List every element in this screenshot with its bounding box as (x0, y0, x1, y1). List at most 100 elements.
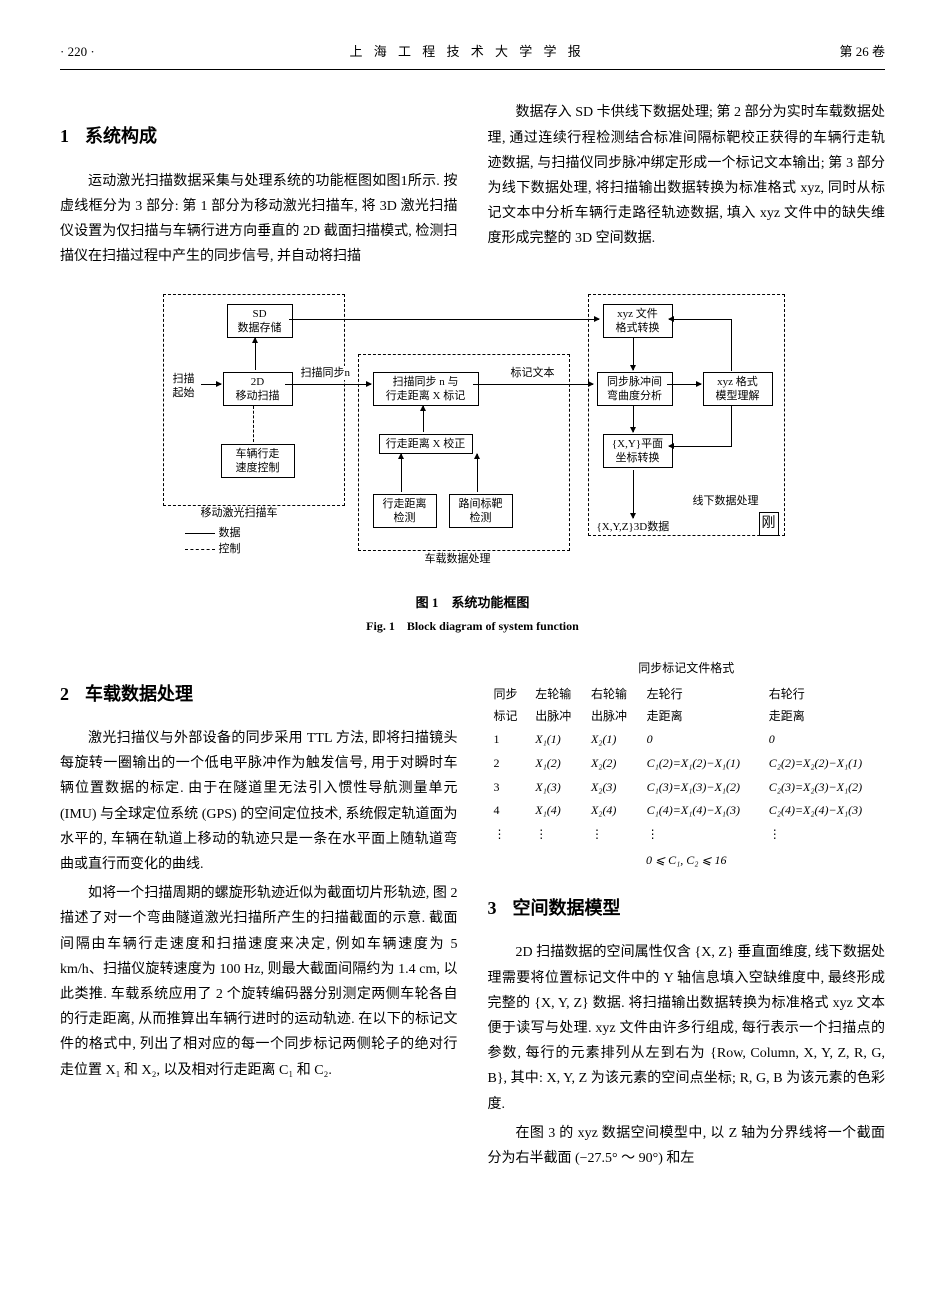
label-group3: 线下数据处理 (691, 494, 761, 508)
arrow-start-to-2d (201, 384, 221, 385)
label-group1: 移动激光扫描车 (199, 506, 280, 520)
th-ldist: 左轮行走距离 (641, 683, 763, 728)
figure-1-caption-cn: 图 1 系统功能框图 (60, 591, 885, 614)
th-sync: 同步标记 (488, 683, 530, 728)
td-dots: ⋮ (585, 823, 641, 847)
node-speed-control: 车辆行走速度控制 (221, 444, 295, 479)
table-row: 2 X₁(2) X₂(2) C₁(2)=X₁(2)−X₁(1) C₂(2)=X₂… (488, 752, 886, 776)
label-group2: 车载数据处理 (423, 552, 493, 566)
label-xyz3d: {X,Y,Z}3D数据 (595, 520, 672, 534)
td-c1: C₁(4)=X₁(4)−X₁(3) (641, 799, 763, 823)
table-header-row: 同步标记 左轮输出脉冲 右轮输出脉冲 左轮行走距离 右轮行走距离 (488, 683, 886, 728)
section-2-number: 2 (60, 684, 69, 704)
th-lpulse: 左轮输出脉冲 (529, 683, 585, 728)
td-i: 1 (488, 728, 530, 752)
section-1-title: 1 系统构成 (60, 120, 458, 152)
figure-1-diagram: SD数据存储 扫描起始 2D移动扫描 车辆行走速度控制 扫描同步n 扫描同步 n… (163, 294, 783, 574)
td-c2: C₂(3)=X₂(3)−X₁(2) (763, 776, 885, 800)
section-2-heading: 车载数据处理 (85, 684, 193, 704)
label-sync-n: 扫描同步n (299, 366, 353, 380)
section-2-para-2: 如将一个扫描周期的螺旋形轨迹近似为截面切片形轨迹, 图 2 描述了对一个弯曲隧道… (60, 881, 458, 1083)
sync-mark-table: 同步标记文件格式 同步标记 左轮输出脉冲 右轮输出脉冲 左轮行走距离 右轮行走距… (488, 658, 886, 872)
arrow-target-to-correct (477, 454, 478, 492)
node-sd-storage: SD数据存储 (227, 304, 293, 339)
td-i: 3 (488, 776, 530, 800)
td-i: 4 (488, 799, 530, 823)
td-c2: C₂(4)=X₂(4)−X₁(3) (763, 799, 885, 823)
right-col-bottom: 同步标记文件格式 同步标记 左轮输出脉冲 右轮输出脉冲 左轮行走距离 右轮行走距… (488, 658, 886, 1175)
node-model: xyz 格式模型理解 (703, 372, 773, 407)
table-constraint: 0 ⩽ C₁, C₂ ⩽ 16 (488, 850, 886, 872)
td-dots: ⋮ (529, 823, 585, 847)
td-dots: ⋮ (488, 823, 530, 847)
node-plane-transform: {X,Y}平面坐标转换 (603, 434, 673, 469)
top-columns: 1系统构成 运动激光扫描数据采集与处理系统的功能框图如图1所示. 按虚线框分为 … (60, 100, 885, 273)
legend-control-text: 控制 (219, 543, 241, 555)
page-number-left: · 220 · (60, 40, 95, 63)
td-i: 2 (488, 752, 530, 776)
arrow-correct-to-mark (423, 406, 424, 432)
table-grid: 同步标记 左轮输出脉冲 右轮输出脉冲 左轮行走距离 右轮行走距离 1 X₁(1)… (488, 683, 886, 846)
td-c1: 0 (641, 728, 763, 752)
arrow-model-to-xyzfile-h (669, 319, 731, 320)
td-x2: X₂(1) (585, 728, 641, 752)
node-walk-detect: 行走距离检测 (373, 494, 437, 529)
arrow-sd-to-xyz (289, 319, 599, 320)
node-2d-scan: 2D移动扫描 (223, 372, 293, 407)
node-distance-correct: 行走距离 X 校正 (379, 434, 473, 454)
table-row: 3 X₁(3) X₂(3) C₁(3)=X₁(3)−X₁(2) C₂(3)=X₂… (488, 776, 886, 800)
legend-data-text: 数据 (219, 527, 241, 539)
section-2-title: 2 车载数据处理 (60, 678, 458, 710)
dash-speed-to-2d (253, 406, 254, 442)
section-3-para-2: 在图 3 的 xyz 数据空间模型中, 以 Z 轴为分界线将一个截面分为右半截面… (488, 1121, 886, 1171)
arrow-xyzfile-down (633, 338, 634, 370)
th-rpulse: 右轮输出脉冲 (585, 683, 641, 728)
section-2-para-1: 激光扫描仪与外部设备的同步采用 TTL 方法, 即将扫描镜头每旋转一圈输出的一个… (60, 726, 458, 877)
page: · 220 · 上 海 工 程 技 术 大 学 学 报 第 26 卷 1 系统构成… (0, 0, 945, 1215)
section-1-para-2: 数据存入 SD 卡供线下数据处理; 第 2 部分为实时车载数据处理, 通过连续行… (488, 100, 886, 251)
table-row: 1 X₁(1) X₂(1) 0 0 (488, 728, 886, 752)
node-xyz-file: xyz 文件格式转换 (603, 304, 673, 339)
arrow-walk-to-correct (401, 454, 402, 492)
legend-data: 数据 (183, 526, 243, 540)
td-x1: X₁(1) (529, 728, 585, 752)
arrow-mark-to-curv (473, 384, 593, 385)
section-3-title: 3 空间数据模型 (488, 892, 886, 924)
right-col-top: 数据存入 SD 卡供线下数据处理; 第 2 部分为实时车载数据处理, 通过连续行… (488, 100, 886, 273)
td-dots: ⋮ (763, 823, 885, 847)
table-title: 同步标记文件格式 (488, 658, 886, 680)
node-curvature: 同步脉冲间弯曲度分析 (597, 372, 673, 407)
td-x1: X₁(2) (529, 752, 585, 776)
running-header: · 220 · 上 海 工 程 技 术 大 学 学 报 第 26 卷 (60, 40, 885, 70)
arrow-model-to-xyzfile-v (731, 319, 732, 371)
section-3-para-1: 2D 扫描数据的空间属性仅含 {X, Z} 垂直面维度, 线下数据处理需要将位置… (488, 940, 886, 1116)
td-dots: ⋮ (641, 823, 763, 847)
section-1-heading: 系统构成 (85, 126, 157, 146)
node-target-detect: 路间标靶检测 (449, 494, 513, 529)
td-c2: C₂(2)=X₂(2)−X₁(1) (763, 752, 885, 776)
td-x2: X₂(3) (585, 776, 641, 800)
journal-title: 上 海 工 程 技 术 大 学 学 报 (349, 40, 584, 63)
delete-icon: 刚 (759, 512, 779, 536)
legend-control: 控制 (183, 542, 243, 556)
th-rdist: 右轮行走距离 (763, 683, 885, 728)
left-col-top: 1系统构成 运动激光扫描数据采集与处理系统的功能框图如图1所示. 按虚线框分为 … (60, 100, 458, 273)
td-x2: X₂(2) (585, 752, 641, 776)
td-x1: X₁(4) (529, 799, 585, 823)
td-x1: X₁(3) (529, 776, 585, 800)
figure-1-caption-en: Fig. 1 Block diagram of system function (60, 616, 885, 638)
node-scan-start: 扫描起始 (171, 372, 197, 401)
section-3-number: 3 (488, 898, 497, 918)
table-row: 4 X₁(4) X₂(4) C₁(4)=X₁(4)−X₁(3) C₂(4)=X₂… (488, 799, 886, 823)
section-1-number: 1 (60, 126, 69, 146)
left-col-bottom: 2 车载数据处理 激光扫描仪与外部设备的同步采用 TTL 方法, 即将扫描镜头每旋… (60, 658, 458, 1175)
volume-right: 第 26 卷 (839, 40, 885, 63)
arrow-curv-to-plane (633, 406, 634, 432)
section-3-heading: 空间数据模型 (513, 898, 621, 918)
td-c2: 0 (763, 728, 885, 752)
arrow-plane-to-3d (633, 470, 634, 518)
node-sync-mark: 扫描同步 n 与行走距离 X 标记 (373, 372, 479, 407)
arrow-2d-to-mark (285, 384, 371, 385)
arrow-model-to-plane-h (669, 446, 731, 447)
arrow-model-to-plane-v (731, 406, 732, 447)
